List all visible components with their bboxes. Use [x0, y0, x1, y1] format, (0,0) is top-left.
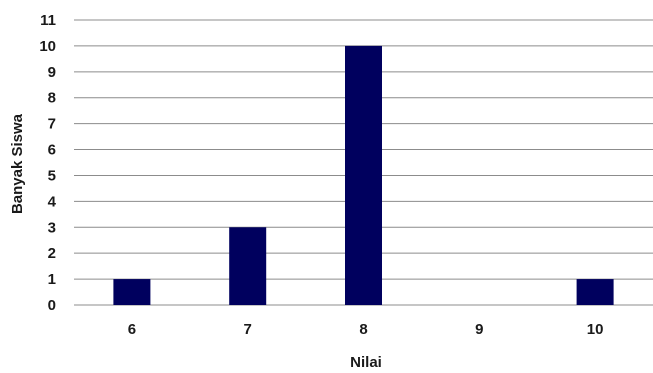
x-axis-ticks: 6 7 8 9 10 — [128, 321, 604, 338]
y-tick-label: 4 — [48, 193, 57, 210]
bar-7 — [229, 227, 267, 305]
x-tick-label: 7 — [244, 321, 252, 338]
y-tick-label: 11 — [40, 12, 56, 29]
y-tick-label: 7 — [48, 116, 56, 133]
bars — [113, 45, 614, 306]
y-tick-label: 2 — [48, 245, 56, 262]
x-tick-label: 8 — [359, 321, 367, 338]
x-tick-label: 10 — [587, 321, 604, 338]
y-tick-label: 5 — [48, 167, 56, 184]
y-tick-label: 0 — [48, 297, 56, 314]
x-tick-label: 6 — [128, 321, 136, 338]
y-tick-label: 8 — [48, 90, 56, 107]
bar-10 — [576, 279, 614, 305]
y-tick-label: 9 — [48, 64, 56, 81]
y-tick-label: 3 — [48, 219, 56, 236]
y-tick-label: 1 — [48, 271, 56, 288]
y-axis-title: Banyak Siswa — [9, 113, 26, 214]
bar-6 — [113, 279, 151, 305]
x-tick-label: 9 — [475, 321, 483, 338]
bar-8 — [345, 45, 382, 306]
y-axis-ticks: 0 1 2 3 4 5 6 7 8 9 10 11 — [39, 12, 56, 314]
y-tick-label: 10 — [39, 38, 56, 55]
y-tick-label: 6 — [48, 142, 56, 159]
x-axis-title: Nilai — [350, 354, 382, 371]
